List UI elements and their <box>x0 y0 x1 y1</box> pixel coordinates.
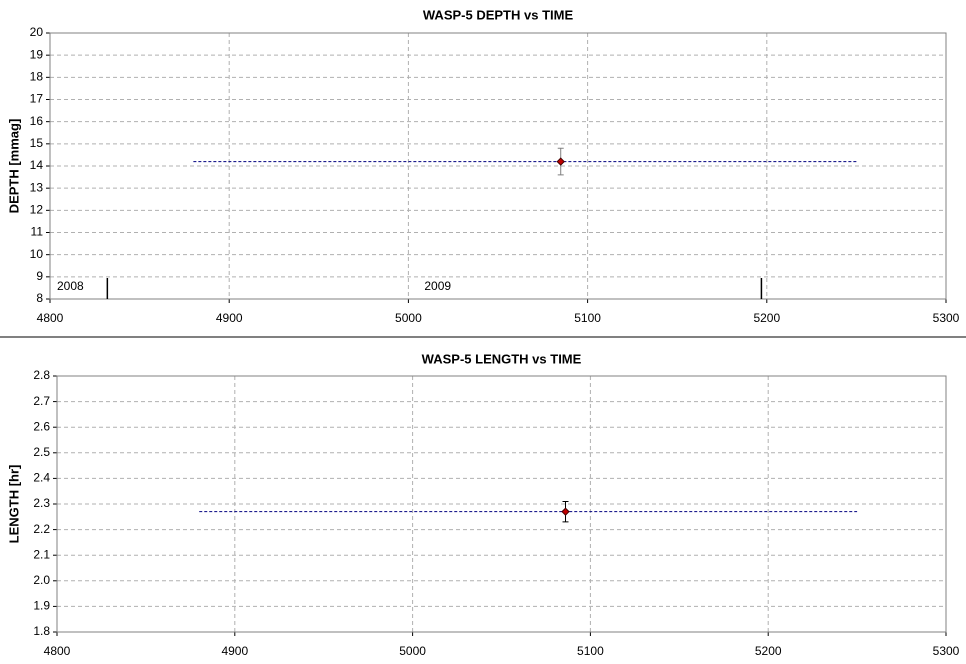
y-axis-label: LENGTH [hr] <box>6 465 21 544</box>
chart-title: WASP-5 LENGTH vs TIME <box>422 351 582 366</box>
x-tick-label: 5200 <box>755 644 782 658</box>
y-tick-label: 14 <box>30 158 44 172</box>
year-label: 2008 <box>57 279 84 293</box>
y-tick-label: 12 <box>30 203 44 217</box>
y-tick-label: 9 <box>36 269 43 283</box>
x-tick-label: 5100 <box>577 644 604 658</box>
y-tick-label: 2.5 <box>33 445 50 459</box>
y-tick-label: 20 <box>30 25 44 39</box>
y-tick-label: 2.0 <box>33 573 50 587</box>
y-tick-label: 2.4 <box>33 471 50 485</box>
y-tick-label: 19 <box>30 47 44 61</box>
x-tick-label: 5300 <box>933 644 960 658</box>
data-point <box>561 507 570 516</box>
chart-title: WASP-5 DEPTH vs TIME <box>423 7 574 22</box>
y-tick-label: 2.2 <box>33 522 50 536</box>
plot-border <box>49 32 947 300</box>
y-tick-label: 10 <box>30 247 44 261</box>
y-tick-label: 8 <box>36 291 43 305</box>
y-tick-label: 11 <box>31 225 44 239</box>
x-tick-label: 4900 <box>221 644 248 658</box>
y-tick-label: 1.8 <box>33 624 50 638</box>
data-point <box>556 157 565 166</box>
y-tick-label: 18 <box>30 70 44 84</box>
x-tick-label: 5200 <box>753 311 780 325</box>
plot-border <box>56 375 947 633</box>
x-tick-label: 4800 <box>37 311 64 325</box>
y-tick-label: 1.9 <box>33 599 50 613</box>
y-tick-label: 2.7 <box>33 394 50 408</box>
year-label: 2009 <box>424 279 451 293</box>
x-tick-label: 5000 <box>395 311 422 325</box>
x-tick-label: 5300 <box>933 311 960 325</box>
y-tick-label: 13 <box>30 180 44 194</box>
x-tick-label: 4800 <box>44 644 71 658</box>
y-tick-label: 2.8 <box>33 368 50 382</box>
y-tick-label: 2.1 <box>33 547 50 561</box>
x-tick-label: 4900 <box>216 311 243 325</box>
x-tick-label: 5000 <box>399 644 426 658</box>
y-tick-label: 2.6 <box>33 419 50 433</box>
x-tick-label: 5100 <box>574 311 601 325</box>
y-axis-label: DEPTH [mmag] <box>6 119 21 214</box>
y-tick-label: 17 <box>30 92 44 106</box>
y-tick-label: 2.3 <box>33 496 50 510</box>
y-tick-label: 16 <box>30 114 44 128</box>
y-tick-label: 15 <box>30 136 44 150</box>
